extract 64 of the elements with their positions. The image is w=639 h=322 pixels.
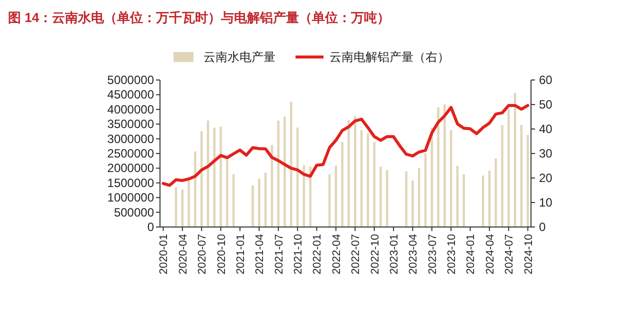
x-tick-label: 2021-04 xyxy=(254,234,266,274)
y-tick-label: 3500000 xyxy=(107,117,154,132)
y2-tick-label: 0 xyxy=(539,220,546,234)
bar xyxy=(526,134,529,227)
bar xyxy=(220,126,222,227)
y2-tick-label: 40 xyxy=(539,122,553,136)
y-tick-label: 5000000 xyxy=(107,73,154,87)
chart-title: 图 14：云南水电（单位：万千瓦时）与电解铝产量（单位：万吨） xyxy=(8,10,390,25)
bar xyxy=(252,185,254,227)
y2-tick-label: 30 xyxy=(539,146,553,160)
bar xyxy=(277,120,280,227)
x-tick-label: 2021-07 xyxy=(273,234,286,274)
x-tick-label: 2020-04 xyxy=(177,234,190,274)
x-tick-label: 2020-07 xyxy=(196,234,209,274)
bar xyxy=(405,171,408,227)
x-tick-label: 2020-01 xyxy=(158,234,170,274)
y2-tick-label: 60 xyxy=(539,73,553,87)
x-tick-label: 2020-10 xyxy=(216,234,228,274)
x-tick-label: 2023-01 xyxy=(388,234,400,274)
bar xyxy=(412,180,414,227)
y2-tick-label: 50 xyxy=(539,98,553,112)
y-tick-label: 4000000 xyxy=(107,102,154,116)
bar xyxy=(380,166,382,227)
y-tick-label: 1500000 xyxy=(107,176,154,190)
y-tick-label: 3000000 xyxy=(107,132,154,146)
bar xyxy=(226,158,228,227)
legend-label: 云南水电产量 xyxy=(204,50,276,64)
y-tick-label: 2000000 xyxy=(107,161,154,176)
x-tick-label: 2023-10 xyxy=(446,234,458,274)
x-tick-label: 2024-01 xyxy=(465,234,478,274)
bar xyxy=(188,180,190,227)
x-tick-label: 2022-01 xyxy=(312,234,324,274)
bar xyxy=(341,142,344,227)
bar xyxy=(348,120,350,227)
bar xyxy=(430,128,433,227)
bar xyxy=(437,107,440,227)
x-tick-label: 2024-04 xyxy=(484,234,496,274)
bar xyxy=(309,166,312,227)
bar xyxy=(258,178,260,227)
bar xyxy=(494,158,497,227)
x-tick-label: 2024-07 xyxy=(504,234,516,274)
line-series xyxy=(162,104,530,187)
y2-tick-label: 20 xyxy=(539,171,553,185)
x-tick-label: 2023-07 xyxy=(426,234,439,274)
bar xyxy=(373,142,376,227)
x-tick-label: 2021-01 xyxy=(234,234,247,274)
x-tick-label: 2023-04 xyxy=(408,234,420,274)
bar xyxy=(194,151,196,227)
y-tick-label: 1000000 xyxy=(107,190,154,205)
y-tick-label: 500000 xyxy=(114,205,154,220)
x-tick-label: 2022-07 xyxy=(350,234,362,274)
x-tick-label: 2021-10 xyxy=(292,234,305,274)
legend-label: 云南电解铝产量（右） xyxy=(330,50,450,64)
x-tick-label: 2022-04 xyxy=(330,234,343,274)
bar xyxy=(284,116,286,227)
x-tick-label: 2022-10 xyxy=(369,234,382,274)
y2-tick-label: 10 xyxy=(539,196,553,210)
y-tick-label: 4500000 xyxy=(107,88,154,102)
bar xyxy=(444,104,446,227)
y-tick-label: 2500000 xyxy=(107,146,154,160)
bar xyxy=(462,174,465,227)
x-tick-label: 2024-10 xyxy=(522,234,535,274)
y-tick-label: 0 xyxy=(147,220,154,234)
bar xyxy=(501,124,504,227)
